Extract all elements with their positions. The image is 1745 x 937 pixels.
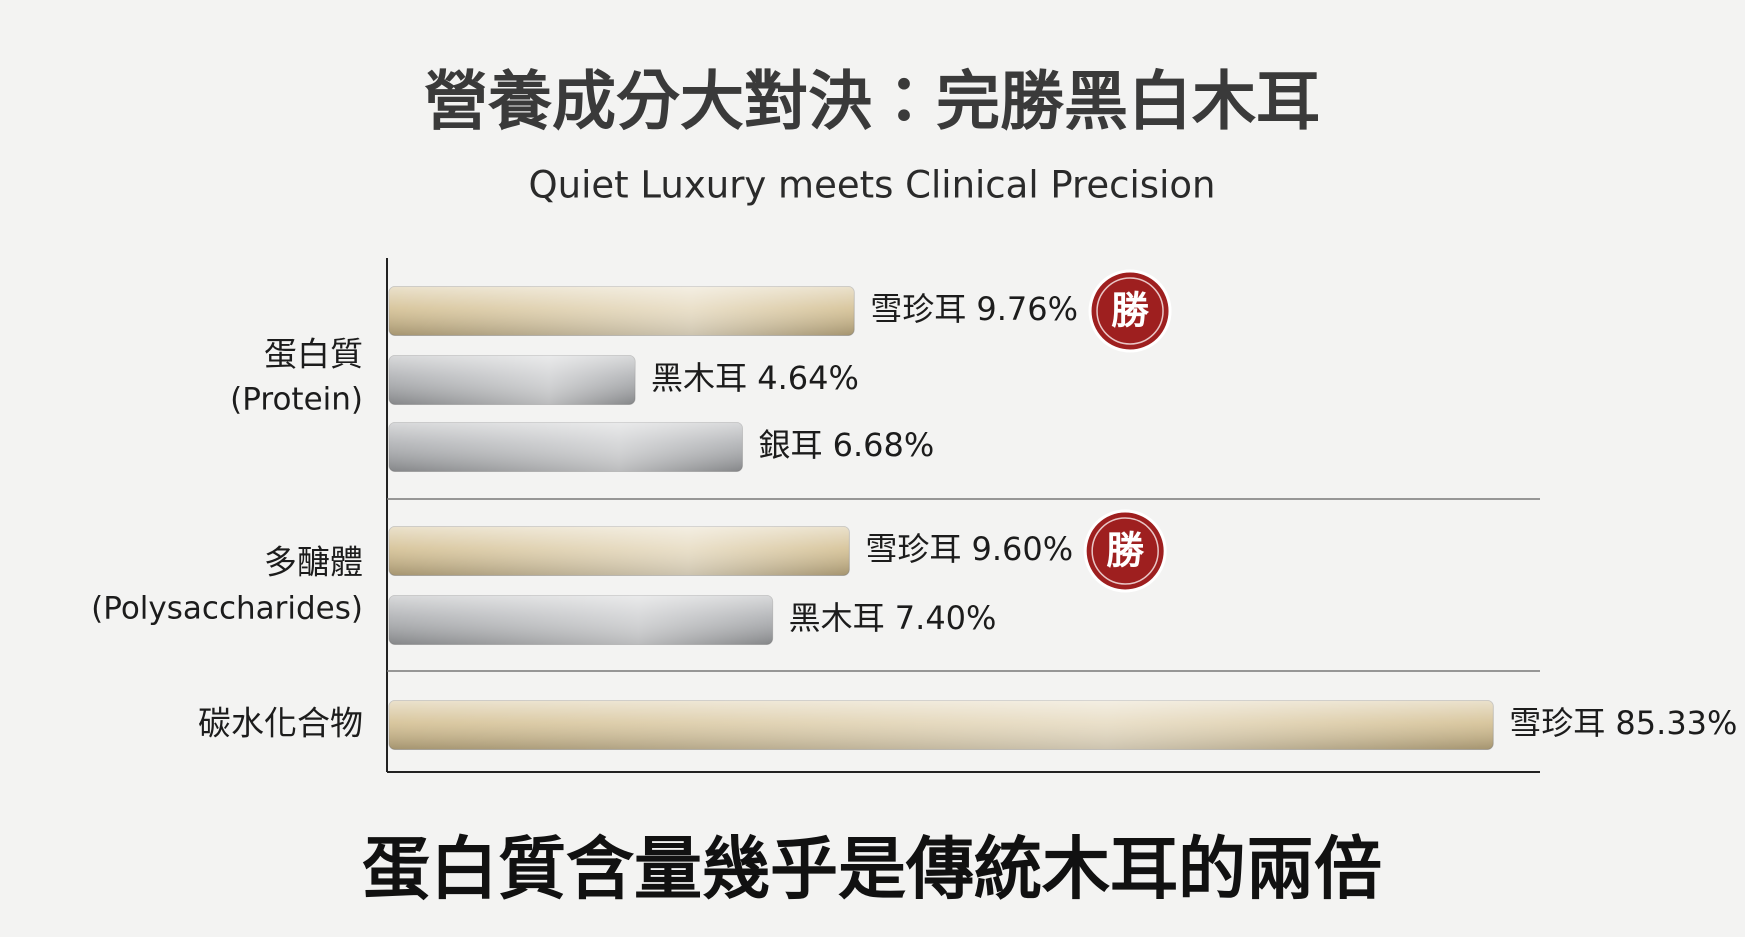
badge-ring [1091, 517, 1159, 585]
value-label: 4.64% [757, 359, 859, 397]
value-label: 6.68% [833, 426, 935, 464]
series-name: 雪珍耳 [865, 530, 961, 568]
category-sublabel: (Polysaccharides) [91, 591, 363, 627]
value-label: 85.33% [1615, 704, 1737, 742]
bar-label: 銀耳 6.68% [758, 426, 934, 464]
badge-text: 勝 [1111, 289, 1150, 333]
badge-text: 勝 [1106, 529, 1145, 573]
badge-ring [1096, 277, 1164, 345]
category-label: 蛋白質 [264, 335, 363, 374]
value-label: 9.76% [976, 290, 1078, 328]
chart-title: 營養成分大對決：完勝黑白木耳 [424, 66, 1320, 140]
bar-shine [389, 526, 850, 576]
bar-shine [389, 422, 743, 472]
badge [1083, 509, 1167, 593]
value-label: 9.60% [972, 530, 1074, 568]
badge [1088, 269, 1172, 353]
series-name: 銀耳 [758, 426, 822, 464]
bar-shine [389, 595, 773, 645]
bar-label: 雪珍耳 9.76% [870, 290, 1078, 328]
chart-subtitle: Quiet Luxury meets Clinical Precision [529, 164, 1216, 207]
bar-label: 雪珍耳 85.33% [1509, 704, 1737, 742]
category-label: 碳水化合物 [198, 704, 363, 743]
bar-shine [389, 286, 855, 336]
series-name: 雪珍耳 [1509, 704, 1605, 742]
bar-shine [389, 355, 636, 405]
bar-label: 黑木耳 4.64% [651, 359, 859, 397]
bar-label: 雪珍耳 9.60% [865, 530, 1073, 568]
category-sublabel: (Protein) [230, 382, 363, 418]
category-label: 多醣體 [264, 543, 363, 582]
caption: 蛋白質含量幾乎是傳統木耳的兩倍 [362, 831, 1382, 910]
value-label: 7.40% [895, 599, 997, 637]
bar-label: 黑木耳 7.40% [789, 599, 997, 637]
series-name: 黑木耳 [651, 359, 747, 397]
series-name: 黑木耳 [789, 599, 885, 637]
bar-shine [389, 700, 1494, 750]
series-name: 雪珍耳 [870, 290, 966, 328]
